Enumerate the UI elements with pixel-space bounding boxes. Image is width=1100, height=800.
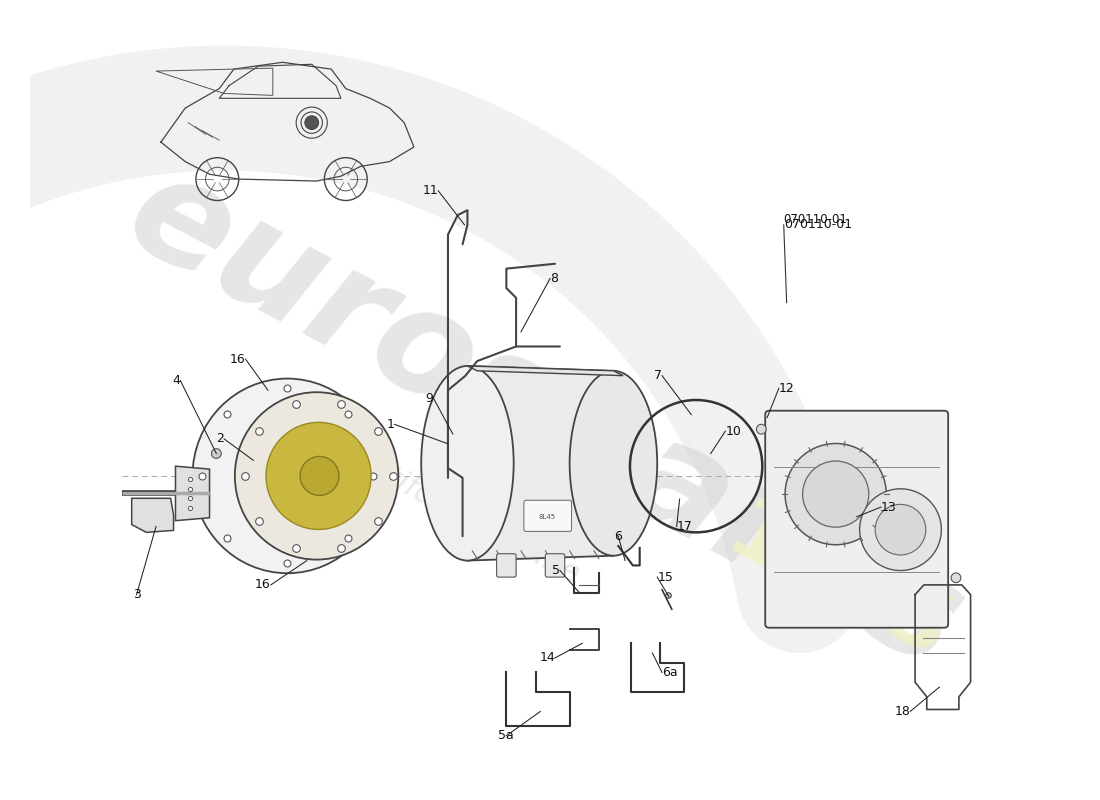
Circle shape: [785, 443, 887, 545]
Circle shape: [859, 489, 942, 570]
Ellipse shape: [300, 457, 339, 495]
Polygon shape: [468, 366, 623, 376]
Polygon shape: [468, 366, 614, 561]
Text: 6: 6: [614, 530, 623, 542]
Text: 10: 10: [725, 425, 741, 438]
Text: 8: 8: [550, 272, 558, 285]
Text: 8L45: 8L45: [539, 514, 556, 520]
Ellipse shape: [570, 371, 657, 556]
Text: 1: 1: [386, 418, 395, 431]
Polygon shape: [132, 498, 174, 532]
Circle shape: [305, 116, 319, 130]
Text: 3: 3: [133, 588, 141, 601]
Text: 17: 17: [676, 520, 693, 533]
Circle shape: [757, 424, 767, 434]
Circle shape: [952, 573, 960, 582]
Text: 16: 16: [230, 353, 245, 366]
Ellipse shape: [234, 392, 398, 560]
Ellipse shape: [266, 422, 371, 530]
Circle shape: [803, 461, 869, 527]
Text: 16: 16: [255, 578, 271, 591]
Text: 12: 12: [779, 382, 794, 395]
FancyBboxPatch shape: [524, 500, 572, 531]
Ellipse shape: [192, 378, 383, 574]
Text: 2: 2: [217, 433, 224, 446]
Text: 9: 9: [426, 391, 433, 405]
FancyBboxPatch shape: [546, 554, 564, 577]
Text: 5: 5: [552, 564, 560, 577]
Text: eurospares: eurospares: [104, 141, 986, 698]
Polygon shape: [176, 466, 209, 521]
Circle shape: [211, 449, 221, 458]
Text: 18: 18: [894, 705, 910, 718]
Text: 11: 11: [422, 184, 438, 198]
Text: 7: 7: [654, 369, 662, 382]
FancyBboxPatch shape: [496, 554, 516, 577]
Text: 070110-01: 070110-01: [783, 214, 848, 226]
Text: 14: 14: [539, 651, 556, 664]
Text: 1985: 1985: [712, 492, 962, 678]
Text: 4: 4: [173, 374, 180, 387]
Circle shape: [876, 504, 926, 555]
Text: 15: 15: [657, 570, 673, 584]
FancyBboxPatch shape: [766, 410, 948, 628]
Text: 13: 13: [881, 501, 896, 514]
Ellipse shape: [421, 366, 514, 561]
Text: 6a: 6a: [662, 666, 678, 679]
Text: a portifor parts line: a portifor parts line: [311, 425, 585, 589]
Text: 070110-01: 070110-01: [784, 218, 852, 231]
Text: 5a: 5a: [498, 730, 514, 742]
